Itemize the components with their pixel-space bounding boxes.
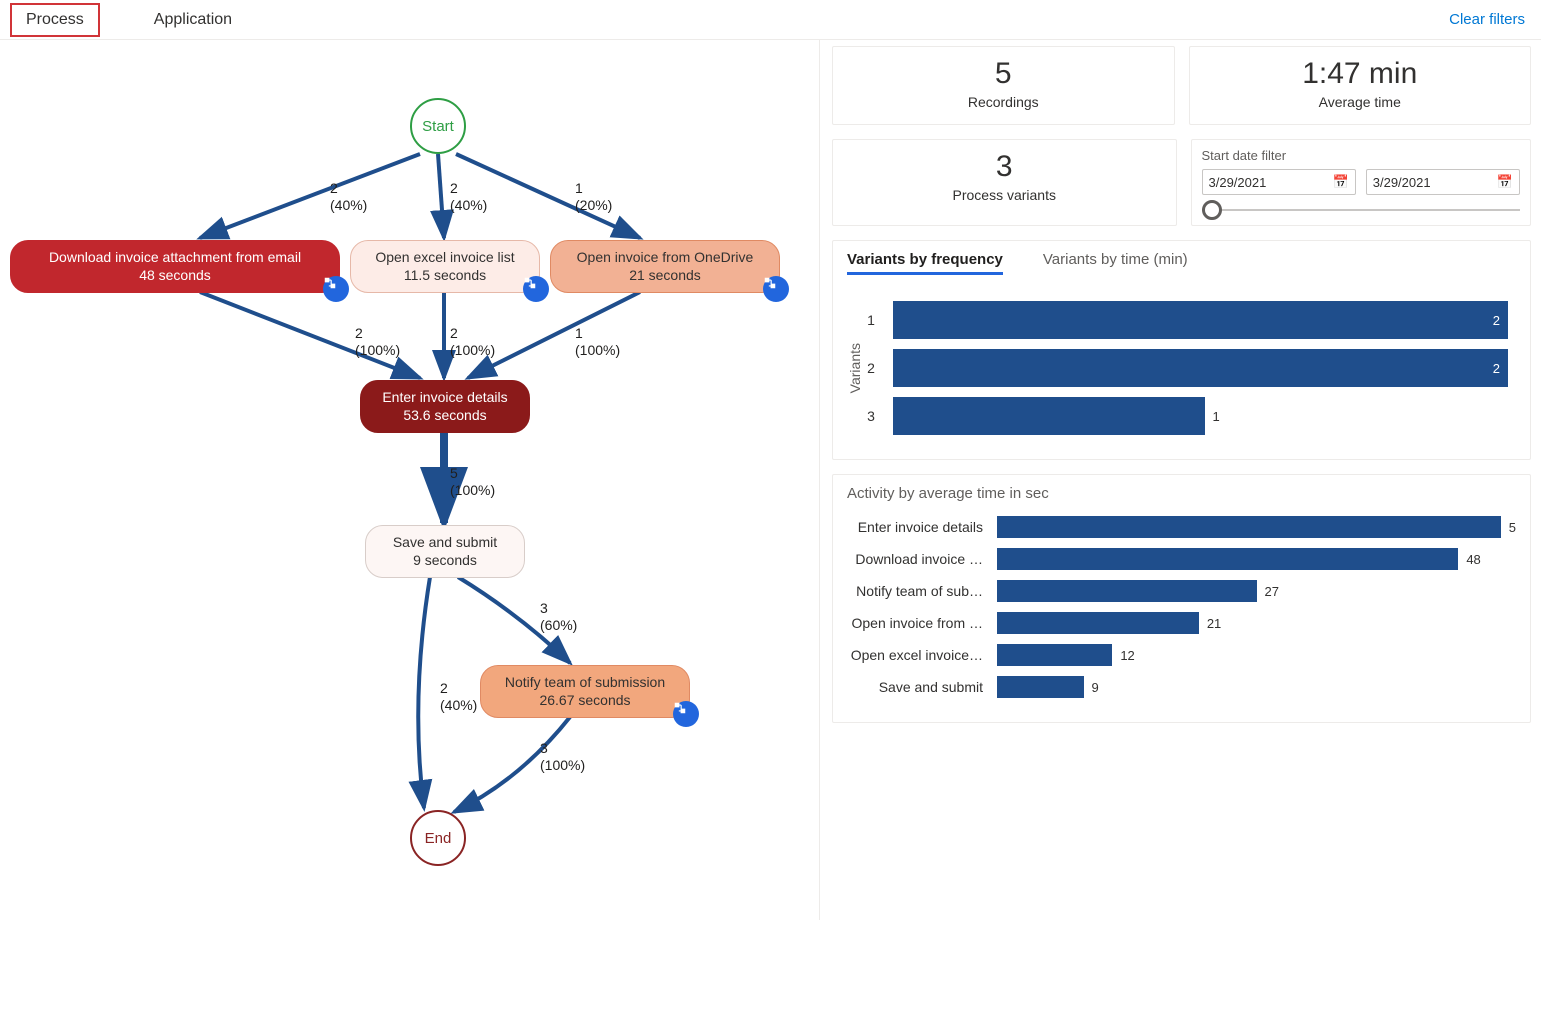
activity-label: Save and submit [847,679,987,695]
edge-label: 3 (100%) [540,740,585,774]
variants-ylabel: Variants [847,343,863,393]
variant-bar[interactable]: 12 [863,301,1516,339]
activity-bar[interactable]: Download invoice … 48 [847,548,1516,570]
activity-bar[interactable]: Notify team of sub… 27 [847,580,1516,602]
metric-variants-label: Process variants [845,187,1164,203]
edge-label: 1 (100%) [575,325,620,359]
flow-icon[interactable] [523,276,549,302]
edge-label: 2 (100%) [450,325,495,359]
bar-value: 21 [1207,616,1221,631]
variant-bar[interactable]: 22 [863,349,1516,387]
activity-bar[interactable]: Open invoice from … 21 [847,612,1516,634]
metric-recordings-value: 5 [845,57,1162,90]
bar [997,612,1199,634]
node-onedrive[interactable]: Open invoice from OneDrive 21 seconds [550,240,780,293]
activity-bar[interactable]: Open excel invoice… 12 [847,644,1516,666]
metric-avg-time-label: Average time [1202,94,1519,110]
edge-label: 1 (20%) [575,180,612,214]
date-filter-title: Start date filter [1202,148,1521,163]
tab-process[interactable]: Process [10,3,100,37]
variants-panel: Variants by frequency Variants by time (… [832,240,1531,460]
activity-bar[interactable]: Enter invoice details 5 [847,516,1516,538]
node-notify[interactable]: Notify team of submission 26.67 seconds [480,665,690,718]
calendar-icon: 📅 [1497,174,1513,190]
edge-label: 3 (60%) [540,600,577,634]
metric-avg-time: 1:47 min Average time [1189,46,1532,125]
edge-label: 2 (40%) [450,180,487,214]
metric-variants-value: 3 [845,150,1164,183]
terminal-start[interactable]: Start [410,98,466,154]
activity-label: Open excel invoice… [847,647,987,663]
date-slider[interactable] [1202,209,1521,211]
activity-title: Activity by average time in sec [847,485,1516,502]
bar [997,548,1458,570]
bar-value: 12 [1120,648,1134,663]
tab-variants-time[interactable]: Variants by time (min) [1043,251,1188,275]
calendar-icon: 📅 [1333,174,1349,190]
slider-thumb[interactable] [1202,200,1222,220]
tabs-bar: Process Application Clear filters [0,0,1541,40]
bar-value: 5 [1509,520,1516,535]
tab-variants-frequency[interactable]: Variants by frequency [847,251,1003,275]
variant-label: 1 [863,312,883,328]
edge[interactable] [200,154,420,238]
edge-label: 5 (100%) [450,465,495,499]
node-enter[interactable]: Enter invoice details 53.6 seconds [360,380,530,433]
activity-chart[interactable]: Enter invoice details 5 Download invoice …… [847,516,1516,698]
variants-chart[interactable]: 122231 [863,291,1516,445]
bar [997,644,1112,666]
flow-icon[interactable] [323,276,349,302]
activity-label: Enter invoice details [847,519,987,535]
activity-panel: Activity by average time in sec Enter in… [832,474,1531,723]
variant-label: 2 [863,360,883,376]
bar-value: 1 [1213,409,1220,424]
edge[interactable] [438,154,444,238]
side-panel: 5 Recordings 1:47 min Average time 3 Pro… [832,40,1541,920]
metric-recordings: 5 Recordings [832,46,1175,125]
clear-filters-link[interactable]: Clear filters [1449,11,1531,28]
edge-label: 2 (40%) [330,180,367,214]
activity-label: Notify team of sub… [847,583,987,599]
bar: 2 [893,349,1508,387]
bar-value: 9 [1092,680,1099,695]
bar [997,580,1257,602]
activity-label: Download invoice … [847,551,987,567]
process-map[interactable]: Start End Download invoice attachment from… [0,40,820,920]
node-excel[interactable]: Open excel invoice list 11.5 seconds [350,240,540,293]
bar-value: 48 [1466,552,1480,567]
node-download[interactable]: Download invoice attachment from email 4… [10,240,340,293]
edge-label: 2 (100%) [355,325,400,359]
variant-label: 3 [863,408,883,424]
edge-label: 2 (40%) [440,680,477,714]
metric-avg-time-value: 1:47 min [1202,57,1519,90]
tab-application[interactable]: Application [140,5,246,35]
date-to-input[interactable]: 3/29/2021 📅 [1366,169,1520,195]
activity-bar[interactable]: Save and submit 9 [847,676,1516,698]
date-to-value: 3/29/2021 [1373,175,1431,190]
bar [997,676,1084,698]
metric-variants: 3 Process variants [832,139,1177,226]
metric-recordings-label: Recordings [845,94,1162,110]
terminal-end[interactable]: End [410,810,466,866]
date-from-input[interactable]: 3/29/2021 📅 [1202,169,1356,195]
activity-label: Open invoice from … [847,615,987,631]
bar [997,516,1501,538]
edge[interactable] [418,577,430,808]
flow-icon[interactable] [673,701,699,727]
variant-bar[interactable]: 31 [863,397,1516,435]
date-from-value: 3/29/2021 [1209,175,1267,190]
flow-icon[interactable] [763,276,789,302]
bar: 2 [893,301,1508,339]
bar-value: 27 [1265,584,1279,599]
node-save[interactable]: Save and submit 9 seconds [365,525,525,578]
date-filter-card: Start date filter 3/29/2021 📅 3/29/2021 … [1191,139,1532,226]
bar [893,397,1205,435]
